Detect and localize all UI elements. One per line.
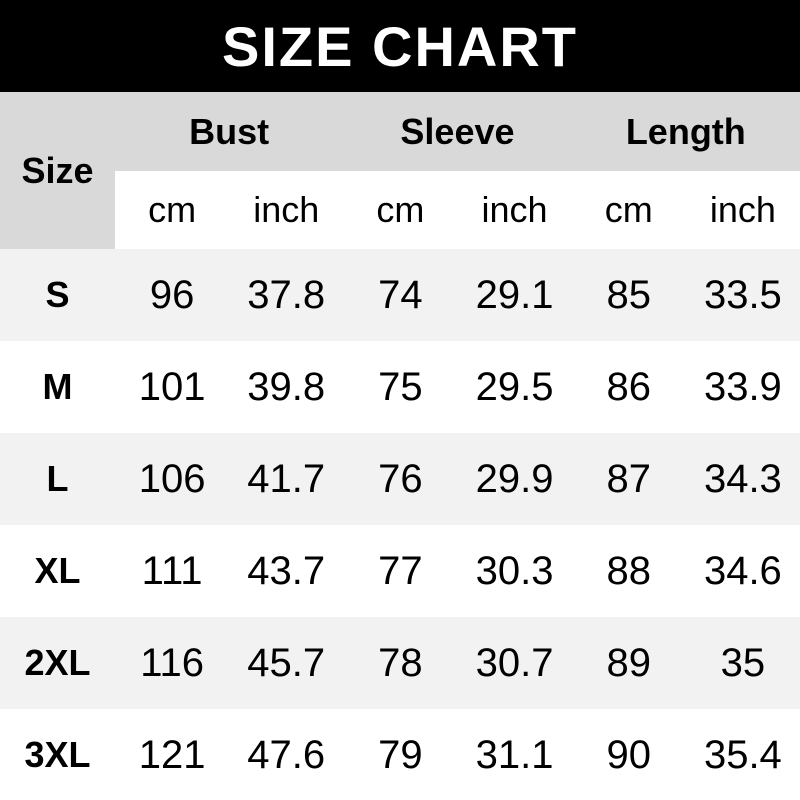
column-header-size: Size — [0, 92, 115, 249]
table-row-xl: XL 111 43.7 77 30.3 88 34.6 — [0, 525, 800, 617]
unit-header-row: cm inch cm inch cm inch — [0, 171, 800, 249]
value-cell: 77 — [343, 525, 458, 617]
unit-header-bust-cm: cm — [115, 171, 230, 249]
size-label: L — [0, 433, 115, 525]
size-label: S — [0, 249, 115, 341]
size-label: XL — [0, 525, 115, 617]
unit-header-bust-inch: inch — [229, 171, 344, 249]
size-label: 3XL — [0, 709, 115, 800]
value-cell: 121 — [115, 709, 230, 800]
value-cell: 96 — [115, 249, 230, 341]
value-cell: 35 — [685, 617, 800, 709]
value-cell: 41.7 — [229, 433, 344, 525]
value-cell: 78 — [343, 617, 458, 709]
value-cell: 85 — [571, 249, 686, 341]
value-cell: 31.1 — [457, 709, 572, 800]
unit-header-length-cm: cm — [571, 171, 686, 249]
value-cell: 34.6 — [685, 525, 800, 617]
table-row-l: L 106 41.7 76 29.9 87 34.3 — [0, 433, 800, 525]
value-cell: 87 — [571, 433, 686, 525]
banner-title: SIZE CHART — [222, 14, 578, 78]
value-cell: 30.3 — [457, 525, 572, 617]
value-cell: 88 — [571, 525, 686, 617]
unit-header-length-inch: inch — [685, 171, 800, 249]
value-cell: 29.1 — [457, 249, 572, 341]
size-chart-banner: SIZE CHART — [0, 0, 800, 92]
value-cell: 90 — [571, 709, 686, 800]
value-cell: 29.9 — [457, 433, 572, 525]
value-cell: 39.8 — [229, 341, 344, 433]
value-cell: 33.5 — [685, 249, 800, 341]
value-cell: 74 — [343, 249, 458, 341]
value-cell: 37.8 — [229, 249, 344, 341]
column-header-length: Length — [571, 92, 800, 171]
table-row-2xl: 2XL 116 45.7 78 30.7 89 35 — [0, 617, 800, 709]
size-label: M — [0, 341, 115, 433]
value-cell: 89 — [571, 617, 686, 709]
unit-header-sleeve-inch: inch — [457, 171, 572, 249]
value-cell: 116 — [115, 617, 230, 709]
column-header-bust: Bust — [115, 92, 344, 171]
table-row-s: S 96 37.8 74 29.1 85 33.5 — [0, 249, 800, 341]
unit-header-sleeve-cm: cm — [343, 171, 458, 249]
value-cell: 111 — [115, 525, 230, 617]
table-row-m: M 101 39.8 75 29.5 86 33.9 — [0, 341, 800, 433]
value-cell: 76 — [343, 433, 458, 525]
value-cell: 34.3 — [685, 433, 800, 525]
size-chart-table: Size Bust Sleeve Length cm inch cm inch … — [0, 92, 800, 800]
value-cell: 43.7 — [229, 525, 344, 617]
value-cell: 75 — [343, 341, 458, 433]
value-cell: 79 — [343, 709, 458, 800]
table-row-3xl: 3XL 121 47.6 79 31.1 90 35.4 — [0, 709, 800, 800]
value-cell: 45.7 — [229, 617, 344, 709]
value-cell: 35.4 — [685, 709, 800, 800]
value-cell: 30.7 — [457, 617, 572, 709]
value-cell: 29.5 — [457, 341, 572, 433]
value-cell: 101 — [115, 341, 230, 433]
value-cell: 47.6 — [229, 709, 344, 800]
group-header-row: Size Bust Sleeve Length — [0, 92, 800, 249]
size-label: 2XL — [0, 617, 115, 709]
column-header-sleeve: Sleeve — [343, 92, 572, 171]
value-cell: 106 — [115, 433, 230, 525]
value-cell: 33.9 — [685, 341, 800, 433]
value-cell: 86 — [571, 341, 686, 433]
